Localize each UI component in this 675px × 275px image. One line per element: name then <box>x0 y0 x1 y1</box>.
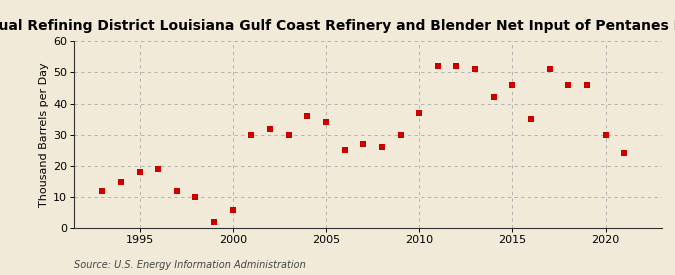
Point <box>582 83 593 87</box>
Point <box>209 220 219 224</box>
Text: Annual Refining District Louisiana Gulf Coast Refinery and Blender Net Input of : Annual Refining District Louisiana Gulf … <box>0 19 675 33</box>
Point <box>507 83 518 87</box>
Point <box>265 126 275 131</box>
Point <box>227 207 238 212</box>
Point <box>414 111 425 115</box>
Point <box>134 170 145 174</box>
Point <box>488 95 499 100</box>
Point <box>97 189 107 193</box>
Point <box>563 83 574 87</box>
Point <box>321 120 331 125</box>
Point <box>544 67 555 72</box>
Y-axis label: Thousand Barrels per Day: Thousand Barrels per Day <box>39 62 49 207</box>
Point <box>339 148 350 153</box>
Point <box>433 64 443 68</box>
Point <box>451 64 462 68</box>
Text: Source: U.S. Energy Information Administration: Source: U.S. Energy Information Administ… <box>74 260 306 270</box>
Point <box>284 133 294 137</box>
Point <box>619 151 630 156</box>
Point <box>302 114 313 118</box>
Point <box>153 167 163 171</box>
Point <box>377 145 387 149</box>
Point <box>190 195 201 199</box>
Point <box>358 142 369 146</box>
Point <box>470 67 481 72</box>
Point <box>115 179 126 184</box>
Point <box>171 189 182 193</box>
Point <box>526 117 537 121</box>
Point <box>600 133 611 137</box>
Point <box>246 133 256 137</box>
Point <box>395 133 406 137</box>
